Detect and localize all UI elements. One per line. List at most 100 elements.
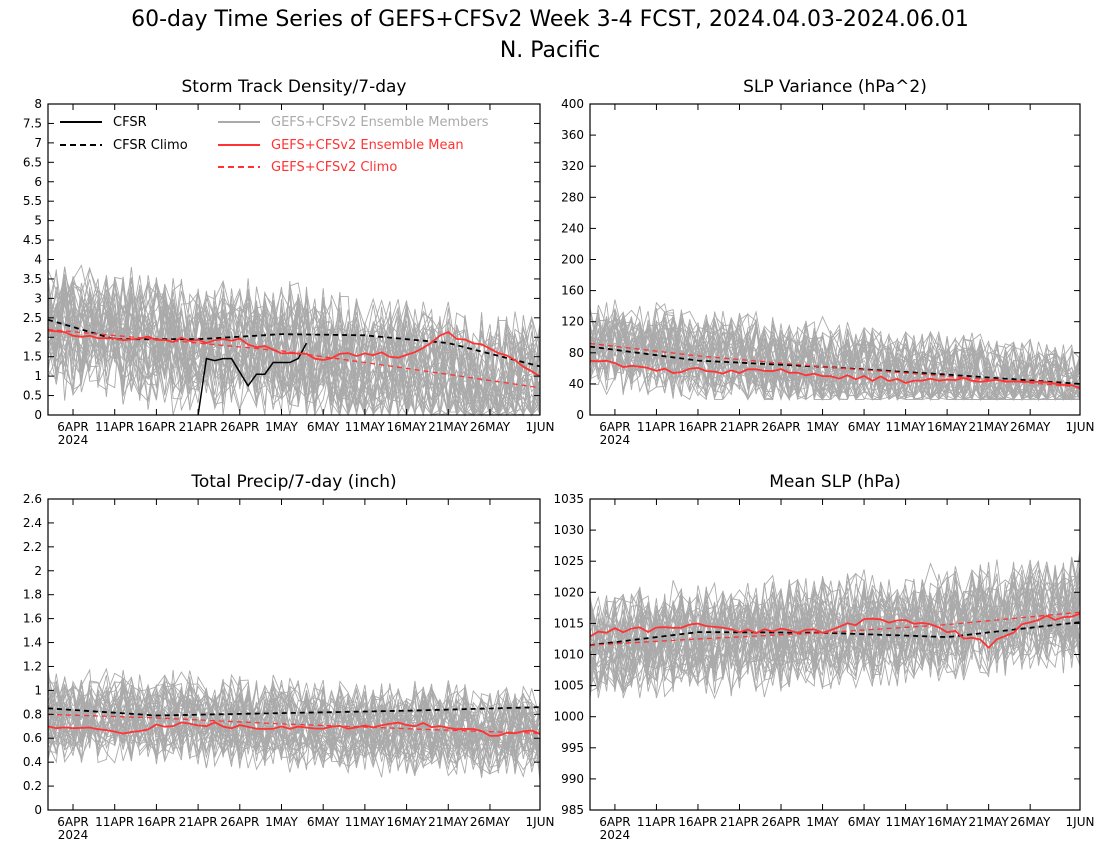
y-tick-label: 80 — [569, 346, 584, 360]
x-tick-label: 6MAY — [848, 815, 881, 829]
y-tick-label: 8 — [34, 97, 42, 111]
x-tick-label: 11APR — [95, 420, 134, 434]
ensemble-member-line — [47, 279, 541, 417]
ensemble-member-line — [589, 299, 1081, 401]
ensemble-member-line — [47, 280, 541, 416]
legend-label: GEFS+CFSv2 Climo — [271, 160, 397, 175]
x-tick-label: 11MAY — [885, 420, 926, 434]
y-tick-label: 5 — [34, 214, 42, 228]
x-tick-label: 16APR — [137, 420, 176, 434]
ensemble-member-line — [589, 308, 1081, 401]
y-tick-label: 6.5 — [23, 155, 42, 169]
x-tick-label: 16MAY — [386, 420, 427, 434]
y-tick-label: 2 — [34, 330, 42, 344]
x-tick-label: 21MAY — [428, 815, 469, 829]
panel-title: Storm Track Density/7-day — [182, 77, 407, 97]
legend-label: CFSR — [113, 115, 147, 130]
y-tick-label: 0 — [34, 803, 42, 817]
x-tick-label: 26MAY — [1010, 815, 1051, 829]
x-tick-label: 6MAY — [848, 420, 881, 434]
y-tick-label: 1.2 — [23, 659, 42, 673]
x-tick-label: 16APR — [137, 815, 176, 829]
x-tick-label: 11MAY — [345, 815, 386, 829]
x-tick-label: 11APR — [637, 815, 676, 829]
ensemble-member-line — [47, 285, 541, 416]
ensemble-member-line — [47, 680, 541, 775]
y-tick-label: 990 — [561, 772, 584, 786]
x-tick-label: 6APR — [57, 815, 88, 829]
x-tick-label: 21APR — [720, 815, 759, 829]
y-tick-label: 1 — [34, 369, 42, 383]
x-tick-label: 21MAY — [969, 815, 1010, 829]
x-tick-label: 1JUN — [1066, 420, 1095, 434]
x-tick-label: 21APR — [179, 815, 218, 829]
ensemble-member-line — [589, 560, 1081, 687]
x-tick-label: 1MAY — [806, 420, 839, 434]
x-tick-label: 1JUN — [526, 420, 555, 434]
x-tick-label: 11APR — [95, 815, 134, 829]
ensemble-member-line — [589, 570, 1081, 689]
y-tick-label: 3.5 — [23, 272, 42, 286]
y-tick-label: 1020 — [553, 585, 584, 599]
y-tick-label: 995 — [561, 741, 584, 755]
y-tick-label: 1.6 — [23, 612, 42, 626]
ensemble-member-line — [47, 278, 541, 417]
y-tick-label: 0.8 — [23, 707, 42, 721]
y-tick-label: 0.6 — [23, 731, 42, 745]
figure-subtitle: N. Pacific — [500, 38, 600, 63]
gefs-climo-line — [589, 611, 1081, 646]
y-tick-label: 280 — [561, 190, 584, 204]
ensemble-member-line — [47, 267, 541, 417]
x-tick-label: 26MAY — [470, 815, 511, 829]
x-tick-label: 16MAY — [386, 815, 427, 829]
y-tick-label: 1000 — [553, 710, 584, 724]
y-tick-label: 2 — [34, 564, 42, 578]
plot-frame — [47, 498, 541, 811]
ensemble-member-line — [589, 566, 1081, 687]
legend-label: GEFS+CFSv2 Ensemble Members — [271, 115, 489, 130]
ensemble-mean-line — [47, 721, 541, 737]
y-tick-label: 1.5 — [23, 350, 42, 364]
x-tick-label: 6APR — [57, 420, 88, 434]
y-tick-label: 1010 — [553, 648, 584, 662]
cfsr-climo-line — [589, 621, 1081, 647]
ensemble-member-line — [47, 278, 541, 417]
y-tick-label: 2.4 — [23, 516, 42, 530]
cfsr-line — [197, 342, 308, 416]
x-tick-label: 6MAY — [307, 815, 340, 829]
panel-2: SLP Variance (hPa^2) 0 40 80 120 160 200 240 280… — [561, 77, 1094, 447]
x-tick-label: 26APR — [761, 420, 800, 434]
ensemble-member-line — [589, 567, 1081, 692]
y-tick-label: 6 — [34, 175, 42, 189]
x-tick-label: 21APR — [179, 420, 218, 434]
ensemble-member-line — [589, 562, 1081, 697]
x-tick-label: 1JUN — [1066, 815, 1095, 829]
x-year-label: 2024 — [58, 828, 89, 842]
ensemble-member-line — [589, 318, 1081, 401]
y-tick-label: 2.2 — [23, 540, 42, 554]
x-tick-label: 16MAY — [927, 420, 968, 434]
y-tick-label: 7 — [34, 136, 42, 150]
y-tick-label: 240 — [561, 221, 584, 235]
ensemble-member-line — [47, 686, 541, 774]
x-tick-label: 26APR — [220, 420, 259, 434]
y-tick-label: 2.5 — [23, 311, 42, 325]
x-tick-label: 11MAY — [885, 815, 926, 829]
ensemble-mean-line — [47, 329, 541, 378]
y-tick-label: 40 — [569, 377, 584, 391]
x-year-label: 2024 — [58, 433, 89, 447]
ensemble-member-line — [47, 674, 541, 771]
y-tick-label: 1 — [34, 683, 42, 697]
x-tick-label: 16APR — [678, 815, 717, 829]
x-year-label: 2024 — [600, 433, 631, 447]
y-tick-label: 120 — [561, 315, 584, 329]
x-tick-label: 1MAY — [265, 815, 298, 829]
panel-title: SLP Variance (hPa^2) — [743, 77, 927, 97]
x-tick-label: 6APR — [599, 420, 630, 434]
x-tick-label: 16MAY — [927, 815, 968, 829]
y-tick-label: 200 — [561, 253, 584, 267]
x-tick-label: 6APR — [599, 815, 630, 829]
y-tick-label: 1035 — [553, 492, 584, 506]
y-tick-label: 1025 — [553, 554, 584, 568]
